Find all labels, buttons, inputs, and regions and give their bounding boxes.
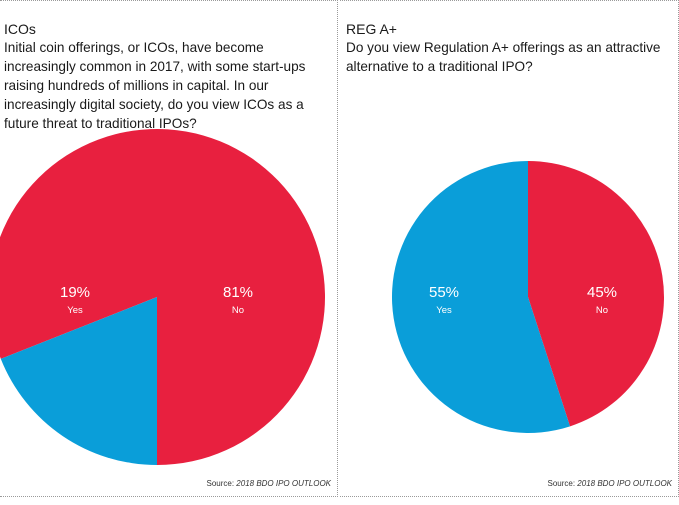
- ico-source-label: Source:: [206, 479, 235, 488]
- ico-pie-chart: 81% No 19% Yes: [0, 129, 325, 465]
- rega-panel: REG A+ Do you view Regulation A+ offerin…: [340, 0, 679, 497]
- ico-category-label-yes: Yes: [67, 305, 83, 316]
- rega-slice-yes: [391, 161, 571, 433]
- rega-slice-no: [528, 161, 664, 427]
- ico-source: Source: 2018 BDO IPO OUTLOOK: [206, 479, 331, 488]
- rega-pie-chart: 45% No 55% Yes: [391, 161, 664, 433]
- rega-question: Do you view Regulation A+ offerings as a…: [346, 40, 661, 74]
- rega-source-name: 2018 BDO IPO OUTLOOK: [577, 479, 672, 488]
- ico-panel-title: ICOs: [4, 21, 36, 37]
- rega-value-label-no: 45%: [587, 284, 617, 301]
- rega-source-label: Source:: [547, 479, 576, 488]
- ico-slice-yes: [0, 297, 157, 465]
- ico-source-name: 2018 BDO IPO OUTLOOK: [236, 479, 331, 488]
- ico-value-label-yes: 19%: [60, 284, 90, 301]
- ico-question: Initial coin offerings, or ICOs, have be…: [4, 40, 306, 131]
- ico-panel: ICOs Initial coin offerings, or ICOs, ha…: [0, 0, 338, 497]
- ico-value-label-no: 81%: [223, 284, 253, 301]
- rega-value-label-yes: 55%: [429, 284, 459, 301]
- rega-source: Source: 2018 BDO IPO OUTLOOK: [547, 479, 672, 488]
- ico-category-label-no: No: [232, 305, 244, 316]
- rega-category-label-yes: Yes: [436, 305, 452, 316]
- rega-panel-title: REG A+: [346, 21, 397, 37]
- ico-slice-no: [0, 129, 325, 465]
- rega-category-label-no: No: [596, 305, 608, 316]
